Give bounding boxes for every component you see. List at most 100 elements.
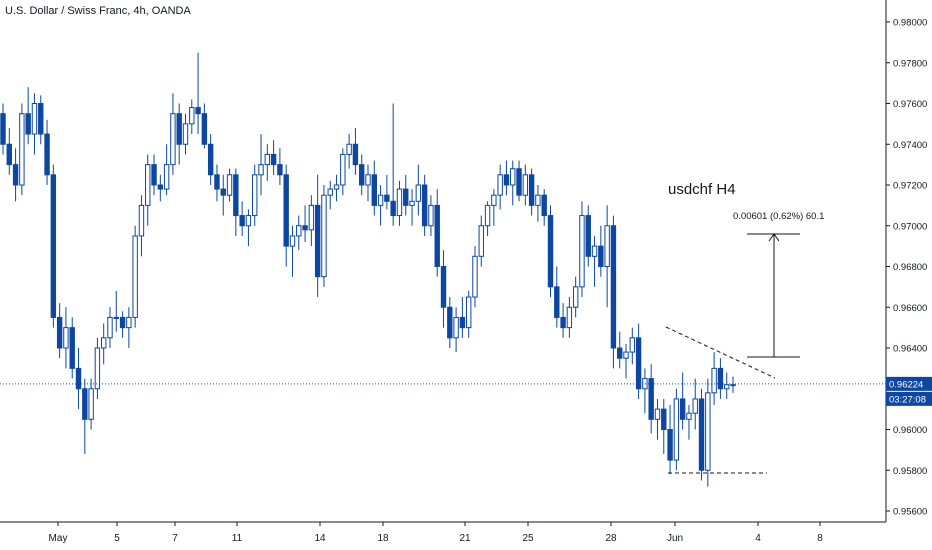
candle-body	[270, 153, 277, 166]
candle-body	[522, 174, 529, 196]
candle-body	[604, 225, 610, 267]
price-tick-label: 0.97400	[893, 140, 927, 151]
candle-body	[698, 398, 705, 471]
price-tick-label: 0.96000	[893, 425, 927, 436]
candle-body	[245, 215, 252, 227]
candle-body	[434, 204, 440, 267]
candle-body	[692, 398, 698, 414]
candle-body	[170, 113, 176, 166]
candle-body	[189, 107, 195, 125]
candle-body	[31, 103, 38, 135]
candle-body	[459, 316, 466, 329]
candle-body	[679, 398, 686, 420]
price-tick-label: 0.96400	[893, 344, 927, 355]
time-tick-label: 18	[377, 533, 389, 544]
candle-body	[403, 188, 409, 206]
candle-body	[38, 103, 44, 135]
price-tick-label: 0.97000	[893, 221, 927, 232]
candle-body	[352, 143, 359, 166]
candle-body	[207, 143, 214, 176]
candle-body	[390, 200, 396, 217]
countdown-value: 03:27:08	[889, 394, 926, 405]
price-tick-label: 0.95600	[893, 507, 927, 518]
candle-body	[302, 225, 308, 231]
candle-body	[510, 168, 516, 186]
symbol-header: U.S. Dollar / Swiss Franc, 4h, OANDA	[5, 5, 191, 17]
candle-body	[100, 337, 107, 349]
candle-body	[541, 194, 547, 217]
candle-body	[724, 384, 730, 390]
time-tick-label: 5	[114, 533, 120, 544]
candle-body	[384, 194, 390, 202]
last-price-layer: 0.96224 03:27:08	[0, 376, 932, 406]
candle-body	[617, 347, 623, 359]
time-axis: May 5 7 11 14 18 21 25 28 Jun 4 8	[0, 521, 886, 544]
candle-body	[132, 235, 138, 318]
candle-body	[371, 174, 377, 206]
time-tick-label: 8	[817, 533, 823, 544]
time-tick-label: 28	[605, 533, 617, 544]
time-tick-label: 7	[172, 533, 178, 544]
candle-body	[69, 327, 75, 369]
candle-body	[296, 225, 302, 237]
candle-body	[239, 215, 245, 227]
candle-body	[107, 316, 113, 339]
candle-body	[547, 215, 554, 288]
candle-body	[554, 286, 560, 318]
candle-body	[201, 113, 208, 145]
candle-body	[673, 398, 680, 461]
candle-body	[421, 184, 428, 227]
candle-body	[491, 194, 497, 206]
candle-body	[277, 164, 283, 176]
candle-body	[6, 143, 12, 166]
time-tick-label: 25	[522, 533, 534, 544]
candle-body	[585, 215, 591, 257]
candle-body	[113, 316, 119, 319]
countdown-badge	[886, 391, 932, 406]
candle-body	[252, 174, 258, 217]
candle-body	[283, 174, 289, 247]
candle-body	[220, 188, 226, 196]
candle-body	[415, 184, 422, 202]
candle-body	[648, 378, 654, 420]
candle-body	[327, 188, 333, 196]
drawings-layer: 0.00601 (0.62%) 60.1 usdchf H4	[665, 181, 824, 474]
candle-body	[157, 184, 164, 190]
time-tick-label: 11	[232, 533, 243, 544]
candle-body	[264, 153, 271, 166]
candle-body	[44, 133, 50, 176]
candle-body	[63, 327, 69, 349]
candle-body	[75, 367, 82, 390]
annotation-title: usdchf H4	[668, 181, 736, 198]
measure-label: 0.00601 (0.62%) 60.1	[733, 211, 824, 222]
candle-body	[598, 245, 604, 267]
price-tick-label: 0.95800	[893, 466, 927, 477]
candle-body	[314, 204, 321, 278]
candle-body	[365, 174, 371, 186]
candle-body	[579, 215, 585, 288]
measure-arrow-head	[768, 233, 780, 242]
candle-body	[214, 174, 220, 190]
candle-body	[635, 337, 642, 390]
candle-body	[88, 388, 94, 420]
price-tick-label: 0.97600	[893, 99, 927, 110]
candle-body	[497, 174, 503, 196]
candle-body	[711, 367, 717, 394]
candle-body	[572, 286, 579, 308]
candle-body	[308, 204, 315, 231]
time-tick-label: 4	[755, 533, 761, 544]
candle-body	[333, 184, 340, 190]
time-tick-label: 21	[459, 533, 471, 544]
candle-body	[50, 174, 57, 318]
candle-body	[226, 174, 233, 196]
candle-body	[19, 113, 25, 186]
price-tick-label: 0.98000	[893, 18, 927, 29]
candle-body	[151, 164, 157, 186]
price-tick-label: 0.96600	[893, 303, 927, 314]
price-axis: 0.98000 0.97800 0.97600 0.97400 0.97200 0.970…	[885, 0, 927, 522]
candle-body	[447, 306, 453, 339]
candle-body	[484, 204, 491, 227]
candle-body	[126, 316, 132, 329]
candle-body	[145, 164, 151, 206]
